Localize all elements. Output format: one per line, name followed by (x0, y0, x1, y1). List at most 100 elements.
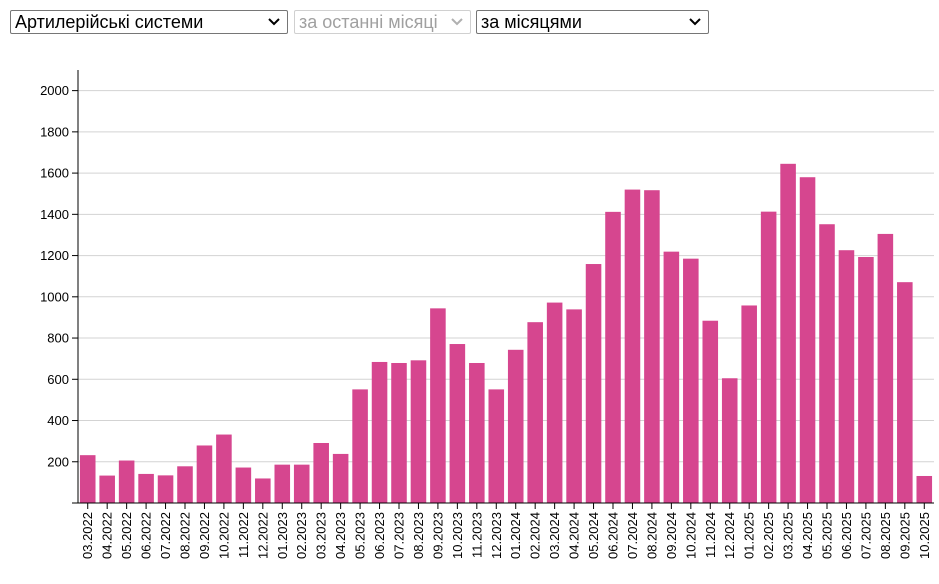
x-tick-label: 07.2022 (158, 512, 173, 559)
x-tick-label: 04.2025 (800, 512, 815, 559)
x-tick-label: 02.2025 (761, 512, 776, 559)
x-tick-label: 09.2023 (430, 512, 445, 559)
y-tick-label: 1400 (40, 207, 69, 222)
y-tick-label: 1600 (40, 166, 69, 181)
x-tick-label: 04.2023 (333, 512, 348, 559)
x-tick-label: 10.2024 (683, 512, 698, 559)
x-tick-label: 11.2023 (469, 512, 484, 558)
granularity-select[interactable]: за місяцями (476, 10, 709, 34)
bar (683, 258, 699, 503)
x-tick-label: 12.2022 (255, 512, 270, 559)
bar (449, 344, 466, 503)
y-tick-label: 200 (47, 454, 69, 469)
x-tick-label: 12.2024 (722, 512, 737, 559)
x-tick-label: 06.2024 (606, 512, 621, 559)
x-tick-label: 03.2022 (80, 512, 95, 559)
granularity-select-value: за місяцями (481, 12, 582, 32)
period-select-value: за останні місяці (299, 12, 438, 32)
bar (255, 478, 271, 503)
bar (118, 460, 135, 503)
period-select[interactable]: за останні місяці (294, 10, 471, 34)
bar (566, 309, 582, 503)
y-tick-label: 2000 (40, 83, 69, 98)
bar (79, 455, 96, 503)
y-tick-label: 800 (47, 331, 69, 346)
bar (507, 349, 524, 503)
bar (410, 360, 427, 503)
bar (605, 211, 621, 503)
bar (897, 282, 913, 503)
x-tick-label: 06.2023 (372, 512, 387, 559)
bar (371, 361, 388, 503)
bar (702, 320, 719, 503)
x-tick-label: 05.2025 (820, 512, 835, 559)
x-tick-label: 08.2023 (411, 512, 426, 559)
bar (99, 475, 115, 503)
bar (644, 190, 660, 503)
x-tick-label: 01.2023 (275, 512, 290, 559)
bar (527, 322, 543, 503)
x-tick-label: 01.2024 (508, 512, 523, 559)
bar (741, 305, 757, 503)
bar (721, 378, 738, 503)
bar (799, 177, 816, 503)
x-tick-label: 06.2022 (139, 512, 154, 559)
axes (72, 70, 934, 509)
bars (79, 163, 933, 504)
x-tick-label: 10.2022 (216, 512, 231, 559)
x-tick-label: 08.2022 (178, 512, 193, 559)
x-tick-label: 06.2025 (839, 512, 854, 559)
x-tick-label: 05.2024 (586, 512, 601, 559)
bar (216, 434, 232, 503)
chevron-down-icon (451, 18, 463, 26)
x-tick-label: 11.2022 (236, 512, 251, 558)
x-tick-label: 11.2024 (703, 512, 718, 558)
bar (877, 233, 894, 503)
bar (138, 473, 154, 503)
bar (469, 362, 485, 503)
x-tick-label: 07.2025 (858, 512, 873, 559)
bar (858, 257, 874, 503)
y-tick-label: 400 (47, 413, 69, 428)
bar (313, 442, 329, 503)
y-tick-label: 1200 (40, 248, 69, 263)
bar (760, 211, 777, 503)
y-tick-label: 1000 (40, 289, 69, 304)
bar (624, 189, 641, 504)
bar (391, 362, 407, 503)
bar (585, 264, 602, 503)
x-tick-label: 02.2024 (528, 512, 543, 559)
bar (819, 224, 835, 503)
category-select[interactable]: Артилерійські системи (10, 10, 288, 34)
x-tick-label: 12.2023 (489, 512, 504, 559)
x-tick-label: 04.2024 (567, 512, 582, 559)
bar (157, 475, 174, 503)
x-tick-label: 04.2022 (100, 512, 115, 559)
bar (838, 250, 855, 503)
x-tick-label: 10.2025 (917, 512, 932, 559)
x-tick-label: 10.2023 (450, 512, 465, 559)
bar (235, 467, 252, 503)
bar (352, 389, 368, 503)
bar (780, 163, 796, 504)
x-tick-label: 05.2023 (353, 512, 368, 559)
x-tick-label: 01.2025 (742, 512, 757, 559)
chevron-down-icon (268, 18, 280, 26)
x-tick-label: 07.2023 (392, 512, 407, 559)
x-tick-label: 02.2023 (294, 512, 309, 559)
x-tick-label: 09.2025 (897, 512, 912, 559)
x-tick-label: 03.2023 (314, 512, 329, 559)
bar (663, 251, 680, 503)
tick-labels: 200 400 600 800 1000 1200 1400 1600 1800 2000 03.2… (40, 83, 932, 559)
x-tick-label: 09.2022 (197, 512, 212, 559)
bar (196, 445, 213, 503)
bar (916, 475, 933, 503)
x-tick-label: 09.2024 (664, 512, 679, 559)
x-tick-label: 03.2025 (781, 512, 796, 559)
x-tick-label: 07.2024 (625, 512, 640, 559)
bar (274, 464, 291, 503)
category-select-value: Артилерійські системи (15, 12, 204, 32)
bar (332, 453, 349, 503)
bar (177, 466, 193, 503)
y-tick-label: 600 (47, 372, 69, 387)
